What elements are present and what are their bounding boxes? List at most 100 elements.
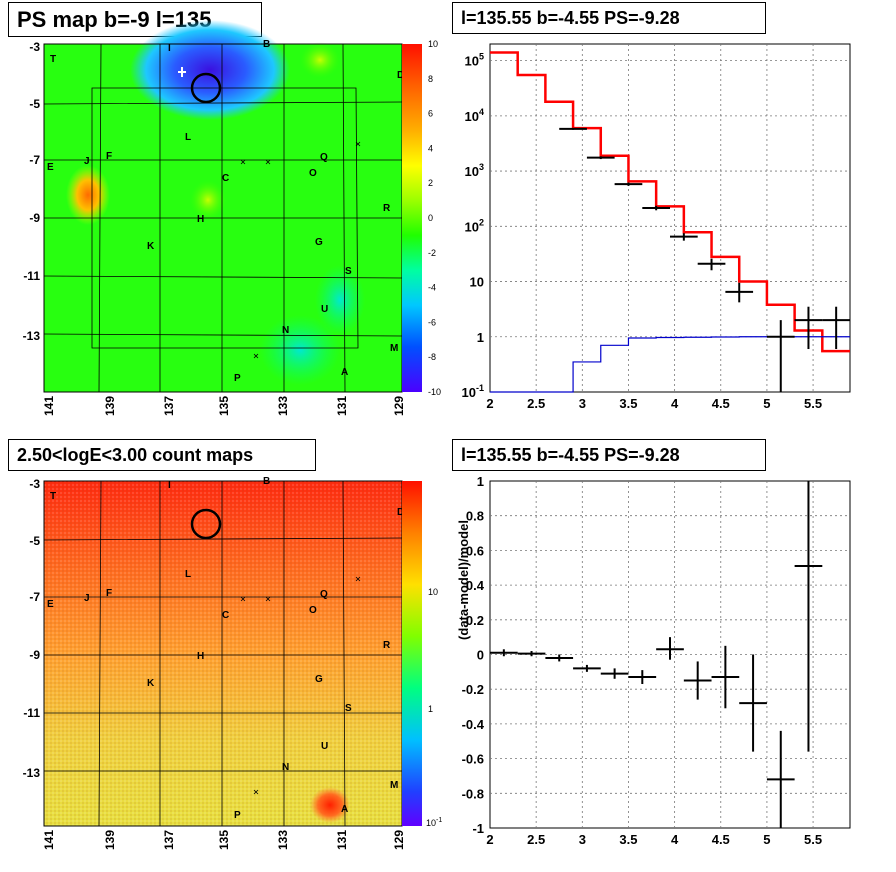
ps-map: T I B D L J F E QO C R H K G S U N M P A -3 -5 -7 -9 -11 -13 141… bbox=[23, 20, 406, 416]
map-xtick: 137 bbox=[162, 396, 176, 416]
source-label-e: E bbox=[47, 162, 54, 173]
source-label-g: G bbox=[315, 237, 323, 248]
source-label-s: S bbox=[345, 266, 352, 277]
residual-xtick: 2.5 bbox=[527, 832, 545, 847]
count-colorbar-label-1: 1 bbox=[428, 704, 433, 714]
residual-title: l=135.55 b=-4.55 PS=-9.28 bbox=[452, 439, 766, 471]
residual-data-point bbox=[683, 661, 712, 700]
residual-ytick: 0 bbox=[477, 648, 484, 663]
source-label-m: M bbox=[390, 343, 398, 354]
source-label-r: R bbox=[383, 640, 391, 651]
ps-map-white-marker bbox=[178, 67, 186, 77]
source-label-f: F bbox=[106, 151, 112, 162]
residual-chart: 1 0.8 0.6 0.4 0.2 0 -0.2 -0.4 -0.6 -0.8 -1 2 2.5 3 3.… bbox=[456, 474, 851, 847]
count-map-hotspot bbox=[310, 787, 350, 823]
ps-map-mild-region-2 bbox=[190, 180, 226, 220]
map-ytick: -7 bbox=[29, 153, 40, 167]
residual-data-point bbox=[766, 730, 795, 828]
source-label-o: O bbox=[309, 605, 317, 616]
spectrum-data-point bbox=[670, 233, 698, 241]
ps-map-title: PS map b=-9 l=135 bbox=[8, 2, 262, 37]
source-label-m: M bbox=[390, 780, 398, 791]
residual-xtick: 3 bbox=[579, 832, 586, 847]
spectrum-data-point bbox=[725, 282, 754, 303]
source-label-d: D bbox=[397, 70, 404, 81]
map-xtick: 129 bbox=[392, 396, 406, 416]
source-label-g: G bbox=[315, 674, 323, 685]
spectrum-ytick: 10-1 bbox=[462, 383, 484, 400]
count-map-cross-markers bbox=[240, 576, 361, 795]
source-label-j: J bbox=[84, 156, 90, 167]
residual-data-point bbox=[794, 481, 823, 752]
ps-colorbar-label: 4 bbox=[428, 143, 433, 153]
residual-ytick: 0.8 bbox=[466, 509, 484, 524]
source-label-f: F bbox=[106, 588, 112, 599]
map-ytick: -5 bbox=[29, 534, 40, 548]
residual-data-point bbox=[545, 654, 574, 662]
spectrum-ytick: 103 bbox=[465, 162, 484, 179]
source-label-h: H bbox=[197, 651, 204, 662]
source-label-u: U bbox=[321, 304, 328, 315]
source-label-h: H bbox=[197, 214, 204, 225]
source-label-p: P bbox=[234, 810, 241, 821]
spectrum-data-point bbox=[559, 127, 587, 130]
residual-xtick: 2 bbox=[486, 832, 493, 847]
spectrum-xtick: 5.5 bbox=[804, 396, 822, 411]
count-map-noise bbox=[44, 481, 402, 826]
map-xtick: 139 bbox=[103, 396, 117, 416]
residual-data-point bbox=[600, 668, 629, 679]
count-colorbar: 10 1 10-1 bbox=[402, 481, 442, 828]
ps-colorbar-label: -8 bbox=[428, 352, 436, 362]
residual-ytick: -0.4 bbox=[462, 717, 485, 732]
map-xtick: 131 bbox=[335, 396, 349, 416]
map-ytick: -11 bbox=[23, 706, 40, 720]
residual-ylabel: (data-model)/model bbox=[456, 520, 471, 640]
count-colorbar-gradient bbox=[402, 481, 422, 826]
ps-map-cross-markers bbox=[240, 141, 361, 359]
residual-ytick: 1 bbox=[477, 474, 484, 489]
residual-data-point bbox=[628, 670, 657, 684]
ps-colorbar-label: 10 bbox=[428, 39, 438, 49]
map-xtick: 133 bbox=[276, 830, 290, 850]
ps-map-deficit-region bbox=[130, 20, 290, 120]
residual-ytick: 0.6 bbox=[466, 543, 484, 558]
residual-data-point bbox=[517, 651, 546, 657]
source-label-e: E bbox=[47, 599, 54, 610]
spectrum-xtick: 4 bbox=[671, 396, 679, 411]
source-label-s: S bbox=[345, 703, 352, 714]
ps-colorbar-label: 8 bbox=[428, 74, 433, 84]
residual-data-point bbox=[711, 645, 740, 709]
count-map: T I B D L J F E QO C R H K G S U N M P A -3 -5 -7 -9 -11 -13 141… bbox=[23, 476, 407, 850]
spectrum-series-1 bbox=[490, 336, 850, 393]
spectrum-data-point bbox=[642, 205, 670, 211]
source-label-n: N bbox=[282, 762, 289, 773]
ps-colorbar-label: -4 bbox=[428, 283, 436, 293]
source-label-t: T bbox=[50, 54, 56, 65]
source-label-r: R bbox=[383, 203, 391, 214]
residual-ytick: 0.4 bbox=[466, 578, 485, 593]
source-label-u: U bbox=[321, 741, 328, 752]
map-xtick: 137 bbox=[162, 830, 176, 850]
spectrum-data-point bbox=[614, 182, 643, 186]
spectrum-data-point bbox=[586, 156, 615, 160]
spectrum-xtick: 3.5 bbox=[619, 396, 637, 411]
ps-colorbar-label: -2 bbox=[428, 248, 436, 258]
source-label-o: O bbox=[309, 168, 317, 179]
spectrum-xtick: 2.5 bbox=[527, 396, 545, 411]
spectrum-ytick: 1 bbox=[477, 330, 484, 345]
spectrum-xtick: 4.5 bbox=[712, 396, 730, 411]
map-ytick: -13 bbox=[23, 766, 41, 780]
spectrum-ytick: 10 bbox=[470, 275, 484, 290]
source-label-l: L bbox=[185, 132, 191, 143]
map-ytick: -3 bbox=[29, 477, 40, 491]
map-xtick: 133 bbox=[276, 396, 290, 416]
source-label-b: B bbox=[263, 39, 270, 50]
source-label-n: N bbox=[282, 325, 289, 336]
count-map-target-circle bbox=[190, 508, 222, 540]
residual-ytick: -0.6 bbox=[462, 752, 484, 767]
source-label-j: J bbox=[84, 593, 90, 604]
residual-ytick: -0.8 bbox=[462, 786, 484, 801]
spectrum-xtick: 2 bbox=[486, 396, 493, 411]
ps-map-excess-region bbox=[66, 165, 110, 225]
